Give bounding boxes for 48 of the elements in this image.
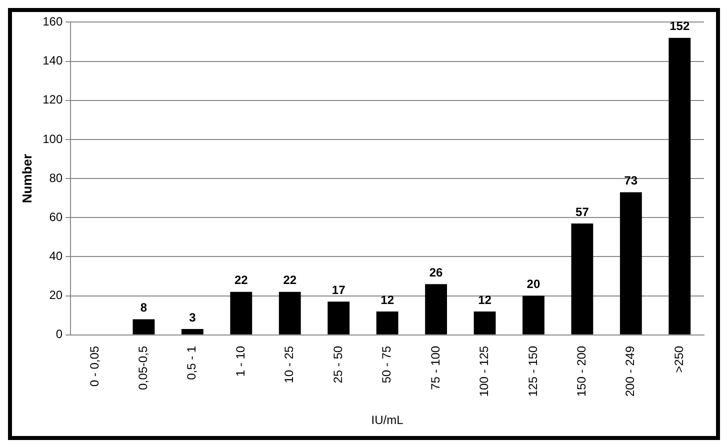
x-tick-label: 100 - 125 (477, 346, 492, 397)
bar (230, 292, 252, 334)
x-tick-label: 50 - 75 (380, 346, 394, 384)
bar (571, 223, 594, 334)
data-label: 22 (283, 273, 297, 288)
bar (425, 284, 447, 334)
x-tick-label: 10 - 25 (282, 346, 296, 384)
data-label: 20 (526, 277, 540, 292)
bar (668, 38, 691, 334)
x-tick-label: 150 - 200 (574, 346, 589, 397)
bar (278, 292, 301, 334)
x-tick-label: 25 - 50 (330, 346, 345, 384)
y-tick-label: 140 (42, 54, 63, 68)
data-label: 17 (332, 282, 346, 297)
x-tick-label: 200 - 249 (623, 346, 638, 397)
x-tick-label: 0,05-0,5 (136, 346, 150, 390)
bar (328, 302, 350, 334)
bar (376, 311, 398, 334)
data-label: 57 (576, 204, 590, 219)
y-tick-label: 80 (49, 170, 63, 185)
x-tick-label: 0,5 - 1 (184, 346, 199, 380)
y-tick-label: 100 (42, 132, 63, 146)
y-tick-label: 60 (49, 210, 63, 224)
bar (522, 296, 544, 334)
data-label: 22 (234, 273, 248, 288)
data-label: 26 (429, 265, 444, 280)
x-tick-label: 1 - 10 (233, 346, 248, 377)
x-tick-label: 125 - 150 (526, 346, 540, 397)
bar (474, 311, 496, 334)
y-tick-label: 20 (49, 288, 63, 302)
bar (132, 319, 155, 334)
bar (620, 192, 642, 334)
y-tick-label: 120 (42, 92, 63, 107)
bar (181, 329, 204, 334)
data-label: 12 (478, 292, 492, 307)
x-tick-label: >250 (672, 346, 686, 373)
data-label: 12 (380, 292, 394, 307)
y-tick-label: 0 (56, 327, 63, 342)
x-axis-title: IU/mL (371, 413, 404, 428)
x-tick-label: 0 - 0,05 (87, 346, 102, 387)
y-tick-label: 160 (42, 14, 63, 29)
data-label: 8 (140, 300, 148, 315)
y-axis-title: Number (19, 154, 34, 204)
x-tick-label: 75 - 100 (428, 346, 442, 390)
data-label: 152 (670, 19, 690, 34)
data-label: 73 (624, 174, 638, 188)
data-label: 3 (189, 310, 196, 324)
y-tick-label: 40 (49, 249, 63, 264)
